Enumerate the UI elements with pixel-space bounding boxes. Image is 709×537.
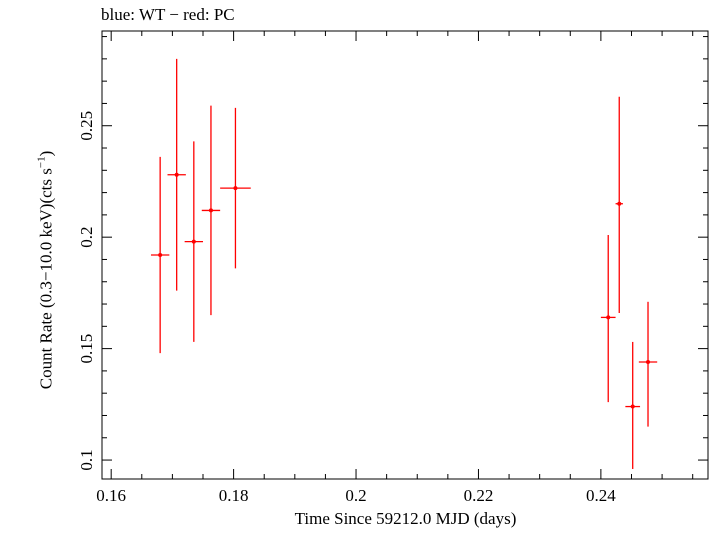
y-axis-label-main: Count Rate (0.3−10.0 keV)(cts s bbox=[36, 168, 56, 390]
point-marker bbox=[646, 359, 651, 364]
y-axis-label-exponent: −1 bbox=[35, 156, 48, 169]
tick-group bbox=[102, 31, 708, 479]
data-point bbox=[615, 96, 623, 313]
point-marker bbox=[630, 404, 635, 409]
x-tick-label: 0.16 bbox=[96, 486, 126, 505]
data-point bbox=[201, 105, 221, 316]
data-points bbox=[150, 58, 658, 469]
y-axis-label: Count Rate (0.3−10.0 keV)(cts s−1) bbox=[36, 151, 57, 390]
data-point bbox=[167, 58, 186, 291]
data-point bbox=[220, 107, 251, 269]
data-point bbox=[600, 234, 616, 403]
data-point bbox=[638, 301, 658, 427]
y-axis-label-close: ) bbox=[36, 150, 56, 157]
x-tick-label: 0.22 bbox=[464, 486, 494, 505]
axes-frame bbox=[101, 30, 709, 480]
point-marker bbox=[606, 315, 611, 320]
point-marker bbox=[191, 239, 196, 244]
point-marker bbox=[174, 172, 179, 177]
y-tick-label: 0.25 bbox=[77, 111, 96, 141]
chart-title: blue: WT − red: PC bbox=[101, 5, 235, 24]
x-tick-label: 0.18 bbox=[219, 486, 249, 505]
y-tick-label: 0.2 bbox=[77, 227, 96, 248]
data-point bbox=[150, 156, 170, 354]
point-marker bbox=[208, 208, 213, 213]
y-tick-label: 0.1 bbox=[77, 449, 96, 470]
point-marker bbox=[617, 201, 622, 206]
x-axis-label: Time Since 59212.0 MJD (days) bbox=[294, 509, 517, 528]
y-tick-label: 0.15 bbox=[77, 334, 96, 364]
point-marker bbox=[233, 186, 238, 191]
data-point bbox=[184, 141, 203, 342]
x-tick-label: 0.2 bbox=[345, 486, 366, 505]
tick-label-group: 0.16 0.18 0.2 0.22 0.24 0.1 0.15 0.2 0.25 bbox=[77, 111, 616, 505]
point-marker bbox=[158, 253, 163, 257]
data-point bbox=[625, 341, 641, 469]
x-tick-label: 0.24 bbox=[586, 486, 616, 505]
